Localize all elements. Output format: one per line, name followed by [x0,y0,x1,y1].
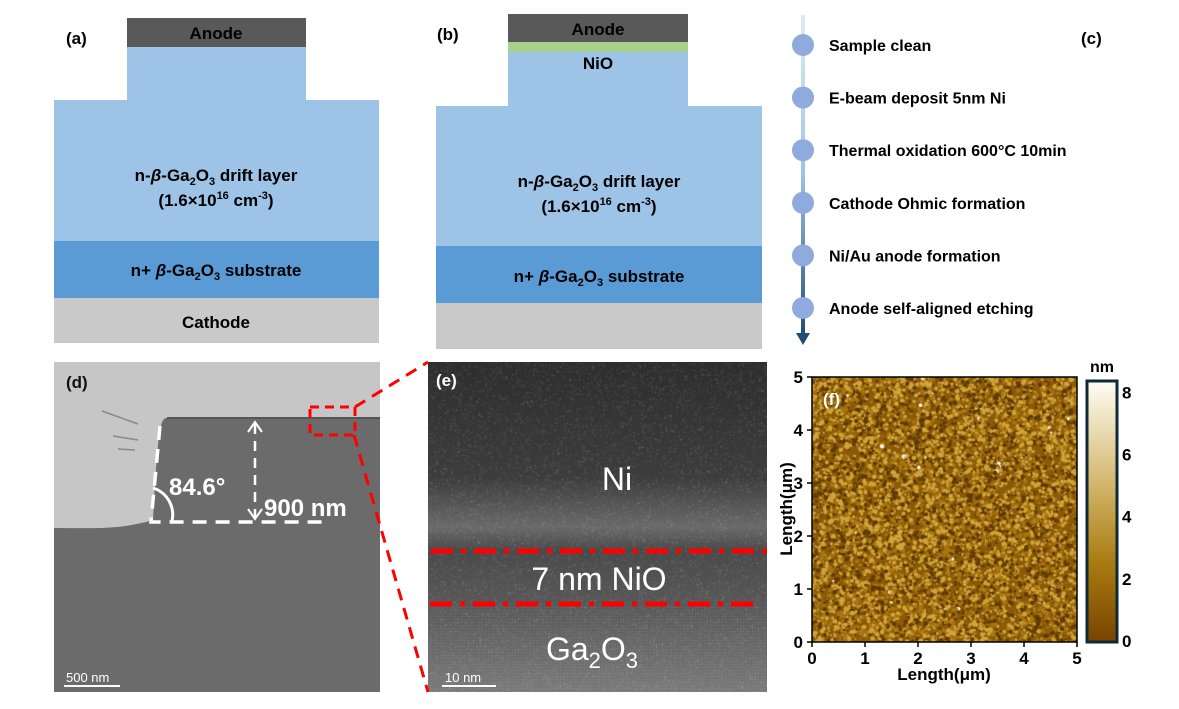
nio-label: NiO [583,54,613,73]
x-tick-label: 3 [966,649,975,668]
cathode-layer [436,303,762,349]
zoom-guide-lines [352,360,430,693]
step-label: Sample clean [829,38,931,55]
panel-f-label: (f) [823,390,840,409]
step-dot [792,244,814,267]
step-label: Cathode Ohmic formation [829,196,1025,213]
cathode-label: Cathode [182,313,250,332]
ni-label: Ni [602,461,632,497]
y-axis-label: Length(μm) [777,462,796,556]
afm-image [812,377,1077,642]
panel-e: (e) Ni 7 nm NiO Ga2O3 10 nm [430,371,767,687]
zoom-region-box [308,405,357,437]
substrate-label: n+ β-Ga2O3 substrate [131,261,302,283]
panel-d-label: (d) [66,373,88,392]
nio-label: 7 nm NiO [531,561,666,597]
y-tick-label: 4 [794,421,804,440]
nio-layer [508,42,688,52]
drift-label: n-β-Ga2O3 drift layer [135,166,298,188]
colorbar [1085,379,1119,644]
substrate-layer [54,241,379,299]
x-tick-label: 0 [807,649,816,668]
height-label: 900 nm [264,495,347,522]
mesa [127,47,306,101]
y-tick-label: 3 [794,474,803,493]
panel-d: (d) 84.6° 900 nm 500 nm [54,360,430,693]
step-dot [792,297,814,319]
panel-a-label: (a) [66,29,87,48]
panel-f: (f) 0 1 2 3 4 5 0 1 2 3 4 5 Length(μm) Length(μm) n… [777,359,1132,684]
y-tick-label: 5 [794,368,803,387]
substrate-layer [436,246,762,304]
step-label: Ni/Au anode formation [829,248,1001,265]
panel-c-label: (c) [1081,29,1102,48]
step-dot [792,139,814,162]
anode-label: Anode [572,20,625,39]
y-tick-label: 2 [794,527,803,546]
colorbar-tick-label: 2 [1122,570,1131,589]
step-label: Thermal oxidation 600°C 10min [829,143,1067,160]
timeline-line [801,15,805,335]
x-axis-label: Length(μm) [897,665,991,684]
cathode-layer [54,298,379,343]
doping-label: (1.6×1016 cm-3) [158,190,273,210]
tem-image [428,362,767,692]
doping-label: (1.6×1016 cm-3) [541,196,656,216]
x-tick-label: 4 [1019,649,1029,668]
colorbar-tick-label: 0 [1122,632,1131,651]
colorbar-unit: nm [1090,359,1114,376]
anode-label: Anode [190,24,243,43]
substrate-label: n+ β-Ga2O3 substrate [514,267,685,289]
colorbar-tick-label: 6 [1122,445,1131,464]
drift-layer [436,106,762,247]
anode-layer [127,18,306,47]
x-tick-label: 1 [860,649,869,668]
angle-arc [152,486,175,522]
arrow-down-icon [796,333,810,345]
step-dot [792,34,814,56]
panel-b: (b) Anode NiO n-β-Ga2O3 drift layer (1.6… [436,14,762,349]
step-label: E-beam deposit 5nm Ni [829,91,1006,108]
drift-label: n-β-Ga2O3 drift layer [518,172,681,194]
y-tick-label: 0 [794,633,803,652]
angle-guide [149,425,328,524]
panel-c: (c) Sample clean E-beam deposit 5nm Ni The… [792,15,1102,345]
panel-a: (a) Anode n-β-Ga2O3 drift layer (1.6×101… [54,18,379,343]
sem-resist [54,362,380,529]
colorbar-tick-label: 8 [1122,383,1131,402]
step-label: Anode self-aligned etching [829,301,1033,318]
panel-b-label: (b) [437,25,459,44]
angle-label: 84.6° [169,474,225,501]
step-dot [792,86,814,109]
step-dot [792,191,814,214]
drift-layer [54,100,379,242]
scale-bar-label: 500 nm [66,670,109,685]
scale-bar-label: 10 nm [445,670,481,685]
panel-e-label: (e) [436,371,457,390]
x-tick-label: 5 [1072,649,1081,668]
x-tick-label: 2 [913,649,922,668]
anode-layer [508,14,688,42]
ga2o3-label: Ga2O3 [546,631,638,673]
mesa [508,52,688,107]
plot-frame [811,376,1078,643]
colorbar-tick-label: 4 [1122,508,1132,527]
y-tick-label: 1 [794,580,803,599]
